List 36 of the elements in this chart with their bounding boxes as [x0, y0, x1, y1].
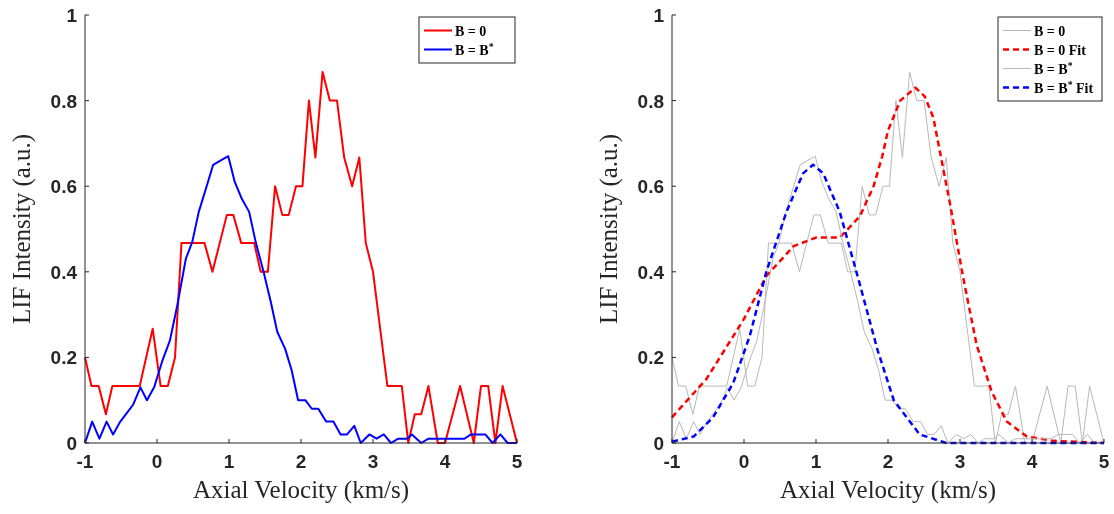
y-tick-label: 0 [66, 433, 77, 454]
x-axis-title: Axial Velocity (km/s) [192, 476, 410, 504]
y-tick-label: 0.8 [637, 90, 664, 112]
y-axis-title: LIF Intensity (a.u.) [8, 133, 36, 325]
x-tick-label: 0 [151, 451, 163, 472]
y-tick-label: 0.6 [637, 176, 664, 198]
legend-label: B = 0 Fit [1034, 42, 1087, 58]
y-tick-label: 0 [653, 433, 664, 454]
legend-label: B = 0 [455, 23, 487, 39]
y-tick-label: 0.2 [637, 347, 664, 369]
y-tick-label: 1 [653, 5, 665, 26]
x-tick-label: 1 [223, 451, 235, 472]
x-tick-label: -1 [663, 451, 681, 472]
y-tick-label: 0.4 [50, 261, 78, 283]
x-tick-label: 2 [882, 451, 894, 472]
legend-label: B = B$^{*}$ [455, 40, 494, 58]
y-tick-label: 0.2 [50, 347, 77, 369]
y-axis-title: LIF Intensity (a.u.) [595, 133, 623, 325]
x-tick-label: 5 [1098, 451, 1110, 472]
x-tick-label: 2 [295, 451, 307, 472]
legend-label: B = 0 [1034, 23, 1066, 39]
x-tick-label: 3 [367, 451, 379, 472]
y-tick-label: 0.6 [50, 176, 77, 198]
x-tick-label: 5 [511, 451, 523, 472]
x-tick-label: 4 [439, 451, 451, 472]
legend-label: B = B$^{*}$ [1034, 59, 1073, 77]
y-tick-label: 1 [66, 5, 78, 26]
x-axis-title: Axial Velocity (km/s) [779, 476, 997, 504]
x-tick-label: 0 [738, 451, 750, 472]
x-tick-label: 1 [810, 451, 822, 472]
x-tick-label: -1 [76, 451, 94, 472]
x-tick-label: 3 [954, 451, 966, 472]
y-tick-label: 0.8 [50, 90, 77, 112]
y-tick-label: 0.4 [637, 261, 665, 283]
x-tick-label: 4 [1026, 451, 1038, 472]
legend-label: B = B$^{*}$ Fit [1034, 78, 1094, 96]
